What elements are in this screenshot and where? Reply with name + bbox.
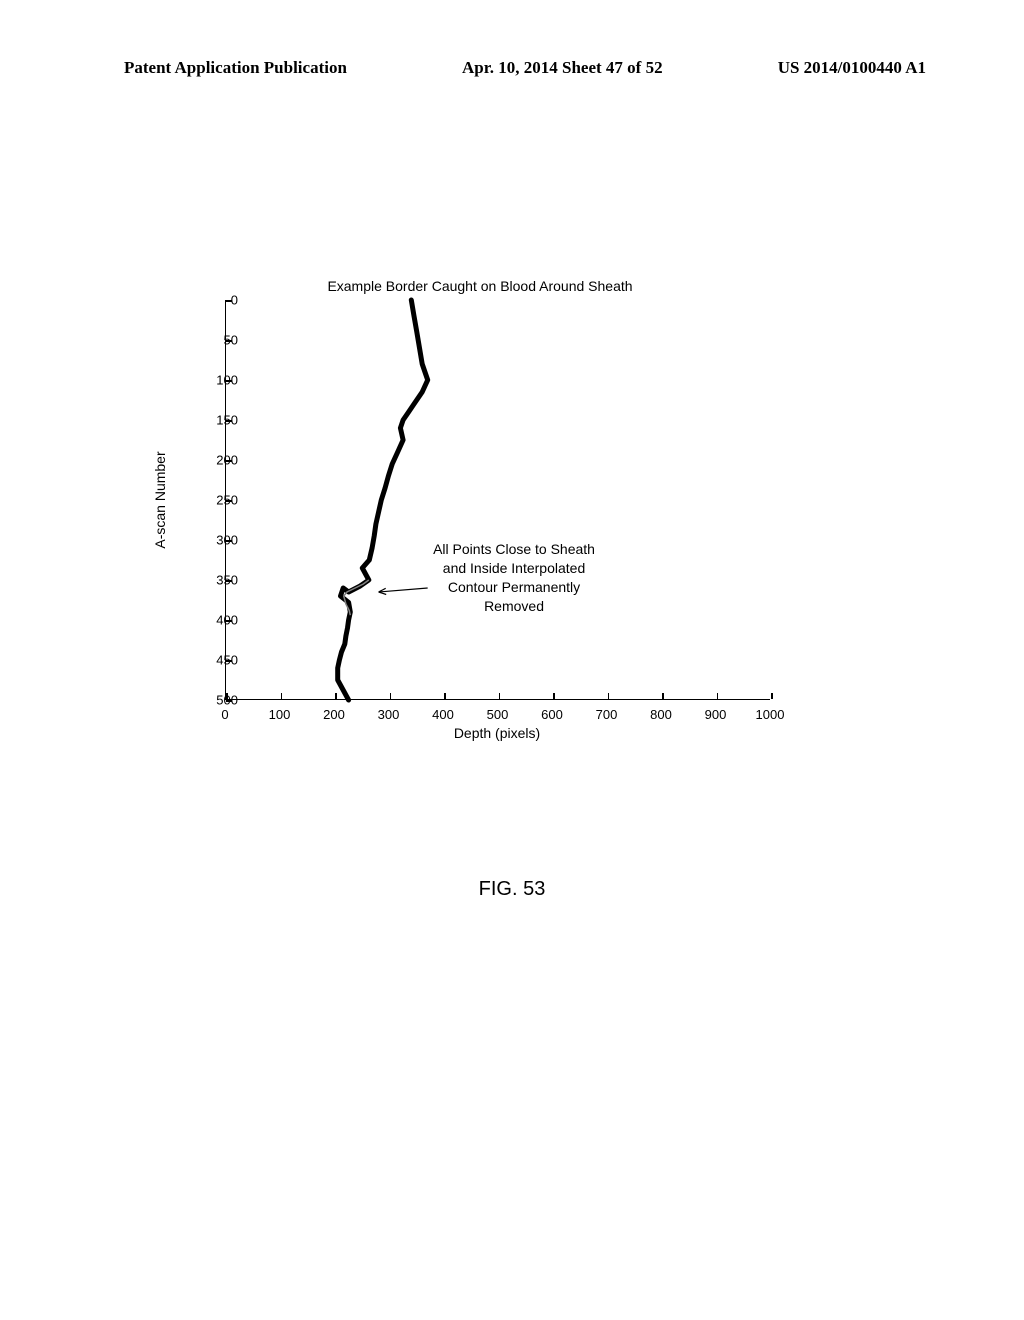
y-tick-label: 150: [216, 413, 238, 428]
chart-annotation: All Points Close to Sheathand Inside Int…: [433, 540, 595, 616]
x-tick: [662, 693, 664, 699]
annotation-line: and Inside Interpolated: [433, 559, 595, 578]
annotation-line: Contour Permanently: [433, 578, 595, 597]
x-tick-label: 600: [541, 707, 563, 722]
y-tick-label: 250: [216, 493, 238, 508]
chart-title: Example Border Caught on Blood Around Sh…: [170, 278, 790, 294]
y-tick-label: 100: [216, 373, 238, 388]
y-tick-label: 0: [231, 293, 238, 308]
x-tick-label: 100: [269, 707, 291, 722]
y-tick-label: 500: [216, 693, 238, 708]
patent-header: Patent Application Publication Apr. 10, …: [0, 58, 1024, 78]
x-tick-label: 200: [323, 707, 345, 722]
x-axis-title: Depth (pixels): [454, 725, 540, 741]
x-tick-label: 900: [705, 707, 727, 722]
main-curve: [338, 300, 428, 700]
x-tick: [335, 693, 337, 699]
x-tick-label: 800: [650, 707, 672, 722]
annotation-arrow: [379, 588, 428, 592]
x-tick-label: 1000: [756, 707, 785, 722]
x-tick-label: 700: [596, 707, 618, 722]
x-tick-label: 400: [432, 707, 454, 722]
y-tick-label: 350: [216, 573, 238, 588]
y-tick-label: 450: [216, 653, 238, 668]
chart-container: Example Border Caught on Blood Around Sh…: [170, 300, 790, 740]
x-tick-label: 500: [487, 707, 509, 722]
x-tick: [390, 693, 392, 699]
x-tick: [499, 693, 501, 699]
x-tick: [553, 693, 555, 699]
x-tick: [444, 693, 446, 699]
y-tick-label: 50: [224, 333, 238, 348]
header-right: US 2014/0100440 A1: [778, 58, 926, 78]
annotation-line: All Points Close to Sheath: [433, 540, 595, 559]
x-tick: [771, 693, 773, 699]
header-center: Apr. 10, 2014 Sheet 47 of 52: [462, 58, 663, 78]
x-tick: [608, 693, 610, 699]
x-tick: [717, 693, 719, 699]
x-tick-label: 0: [221, 707, 228, 722]
annotation-line: Removed: [433, 597, 595, 616]
figure-caption: FIG. 53: [0, 878, 1024, 901]
header-left: Patent Application Publication: [124, 58, 347, 78]
x-tick-label: 300: [378, 707, 400, 722]
chart-svg: [226, 300, 771, 700]
y-tick-label: 200: [216, 453, 238, 468]
plot-area: All Points Close to Sheathand Inside Int…: [225, 300, 770, 700]
y-tick-label: 300: [216, 533, 238, 548]
y-tick-label: 400: [216, 613, 238, 628]
y-axis-title: A-scan Number: [152, 451, 168, 548]
x-tick: [281, 693, 283, 699]
